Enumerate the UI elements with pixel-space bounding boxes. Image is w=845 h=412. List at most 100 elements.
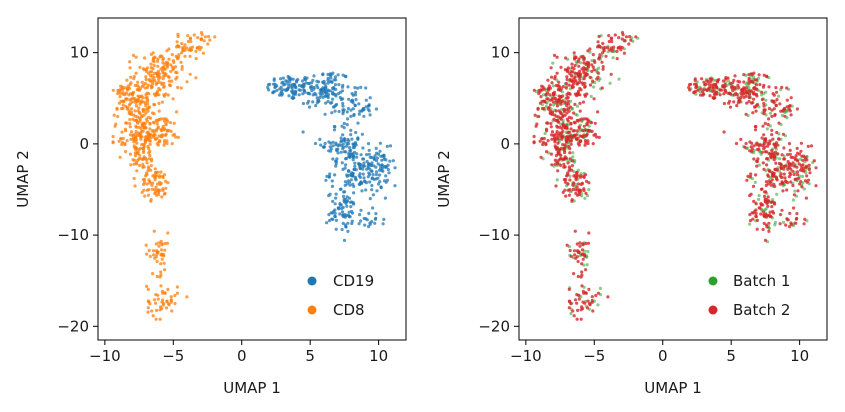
scatter-point [794, 154, 798, 158]
scatter-point [152, 71, 157, 75]
scatter-point [570, 159, 575, 163]
scatter-point [760, 90, 764, 94]
scatter-point [770, 99, 774, 103]
scatter-point [155, 308, 159, 312]
scatter-point [147, 300, 151, 304]
scatter-point [142, 150, 146, 155]
scatter-point [345, 144, 349, 148]
scatter-point [544, 93, 548, 97]
scatter-point [156, 188, 160, 192]
scatter-point [362, 161, 366, 165]
scatter-point [762, 101, 766, 106]
scatter-point [127, 109, 131, 113]
scatter-point [566, 70, 570, 74]
scatter-point [758, 143, 762, 147]
scatter-point [384, 158, 388, 162]
scatter-point [116, 114, 120, 119]
scatter-point [342, 121, 346, 126]
scatter-point [773, 113, 777, 118]
scatter-point [163, 191, 167, 195]
scatter-point [774, 103, 778, 108]
scatter-point [361, 157, 365, 161]
scatter-point [326, 76, 330, 80]
scatter-point [297, 88, 301, 92]
scatter-point [349, 128, 353, 132]
scatter-point [382, 217, 386, 221]
scatter-point [368, 96, 372, 100]
scatter-point [370, 161, 374, 165]
scatter-point [572, 314, 576, 318]
scatter-point [157, 101, 161, 105]
scatter-point [782, 107, 787, 111]
scatter-point [371, 172, 375, 177]
scatter-point [802, 169, 806, 173]
scatter-point [581, 100, 586, 104]
scatter-point [133, 114, 137, 118]
scatter-point [361, 107, 365, 111]
scatter-point [368, 197, 372, 201]
scatter-point [352, 191, 356, 195]
scatter-point [337, 143, 341, 147]
scatter-point [582, 124, 586, 128]
scatter-point [609, 72, 613, 76]
scatter-point [721, 79, 726, 83]
scatter-point [175, 291, 179, 295]
scatter-point [539, 95, 543, 99]
scatter-point [301, 92, 305, 96]
scatter-point [328, 72, 332, 76]
scatter-point [571, 187, 575, 191]
scatter-point [556, 152, 560, 156]
scatter-point [342, 238, 347, 242]
scatter-point [370, 177, 374, 181]
scatter-point [144, 96, 148, 100]
scatter-point [151, 314, 155, 318]
scatter-point [152, 121, 156, 125]
scatter-point [374, 146, 378, 150]
scatter-point [568, 92, 572, 96]
scatter-point [554, 99, 558, 103]
scatter-point [151, 77, 155, 81]
scatter-point [573, 229, 577, 233]
scatter-point [180, 65, 184, 69]
scatter-point [549, 98, 553, 102]
scatter-point [208, 38, 212, 42]
y-tick-label: 10 [491, 44, 510, 62]
scatter-point [788, 104, 792, 108]
scatter-point [735, 104, 739, 108]
scatter-point [334, 141, 338, 145]
scatter-point [584, 117, 589, 121]
scatter-point [770, 178, 774, 182]
scatter-point [555, 147, 559, 152]
scatter-point [696, 88, 700, 92]
scatter-point [118, 91, 123, 95]
scatter-point [324, 178, 328, 182]
scatter-point [302, 88, 306, 92]
scatter-point [569, 311, 573, 316]
scatter-point [794, 217, 799, 221]
scatter-point [161, 124, 165, 128]
scatter-point [575, 137, 579, 141]
scatter-point [156, 293, 160, 297]
scatter-point [375, 189, 379, 193]
scatter-point [723, 84, 727, 88]
scatter-point [587, 231, 591, 235]
y-tick-label: 0 [79, 135, 89, 153]
scatter-point [119, 88, 123, 92]
scatter-point [368, 222, 372, 226]
scatter-point [578, 101, 582, 105]
scatter-point [553, 158, 558, 162]
scatter-point [778, 157, 782, 161]
scatter-point [576, 274, 580, 279]
scatter-point [344, 225, 348, 229]
scatter-point [301, 101, 305, 106]
scatter-point [140, 190, 144, 194]
scatter-point [748, 140, 752, 144]
scatter-point [300, 79, 305, 83]
scatter-point [583, 93, 587, 97]
scatter-point [556, 141, 560, 145]
scatter-point [689, 82, 693, 86]
scatter-point [582, 69, 586, 73]
scatter-point [157, 174, 162, 178]
x-ticks: −10 −5 0 5 10 [89, 340, 388, 365]
scatter-point [165, 141, 169, 146]
